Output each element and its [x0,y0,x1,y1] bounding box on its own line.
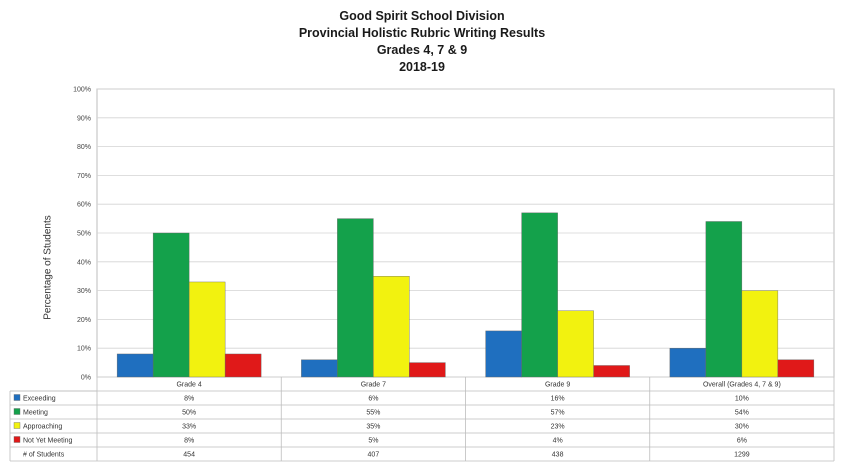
table-value: 16% [551,396,565,403]
table-value: 50% [182,410,196,417]
y-tick-label: 60% [77,202,91,209]
bar-approaching-4 [741,290,779,378]
table-value: 57% [551,410,565,417]
y-tick-label: 50% [77,231,91,238]
bar-not-yet-meeting-3 [593,365,630,378]
y-tick-label: 70% [77,173,91,180]
chart-title-line-2: Provincial Holistic Rubric Writing Resul… [298,26,546,40]
chart-title-line-3: Grades 4, 7 & 9 [376,43,468,57]
bar-exceeding-4 [669,348,707,378]
table-value: 5% [368,438,378,445]
table-value: 4% [553,438,563,445]
table-value: 35% [366,424,380,431]
legend-label: Approaching [23,424,62,431]
bar-approaching-1 [188,281,226,378]
students-value: 438 [552,452,564,459]
chart-title: Good Spirit School Division Provincial H… [0,8,844,76]
bar-meeting-3 [521,212,558,378]
table-value: 6% [368,396,378,403]
legend-label: Meeting [23,410,48,417]
bar-not-yet-meeting-2 [409,362,446,378]
bar-exceeding-1 [116,353,154,378]
category-label: Grade 4 [176,382,201,389]
bar-approaching-2 [373,276,410,378]
chart-title-line-1: Good Spirit School Division [339,9,505,23]
bar-meeting-2 [337,218,374,378]
students-row-label: # of Students [23,452,65,459]
y-tick-label: 30% [77,288,91,295]
legend-key-meeting [13,408,21,415]
table-value: 23% [551,424,565,431]
table-value: 30% [735,424,749,431]
y-tick-label: 20% [77,317,91,324]
table-value: 55% [366,410,380,417]
legend-label: Exceeding [23,396,56,403]
y-tick-label: 100% [73,87,91,94]
y-tick-label: 90% [77,115,91,122]
table-value: 6% [737,438,747,445]
table-value: 8% [184,438,194,445]
bar-exceeding-3 [485,330,522,378]
legend-key-approaching [13,422,21,429]
legend-label: Not Yet Meeting [23,438,73,445]
table-value: 33% [182,424,196,431]
bar-meeting-1 [152,232,190,378]
students-value: 1299 [734,452,750,459]
students-value: 454 [183,452,195,459]
students-value: 407 [368,452,380,459]
bar-not-yet-meeting-4 [777,359,815,378]
y-tick-label: 80% [77,144,91,151]
bar-not-yet-meeting-1 [224,353,262,378]
category-label: Grade 7 [361,382,386,389]
table-value: 8% [184,396,194,403]
y-tick-label: 10% [77,346,91,353]
legend-key-exceeding [13,394,21,401]
y-tick-label: 0% [81,375,91,382]
table-value: 54% [735,410,749,417]
table-value: 10% [735,396,749,403]
bar-exceeding-2 [301,359,338,378]
category-label: Grade 9 [545,382,570,389]
legend-key-not-yet-meeting [13,436,21,443]
bar-meeting-4 [705,221,743,378]
category-label: Overall (Grades 4, 7 & 9) [703,382,781,389]
bar-approaching-3 [557,310,594,378]
chart-title-line-4: 2018-19 [399,60,445,74]
y-tick-label: 40% [77,259,91,266]
